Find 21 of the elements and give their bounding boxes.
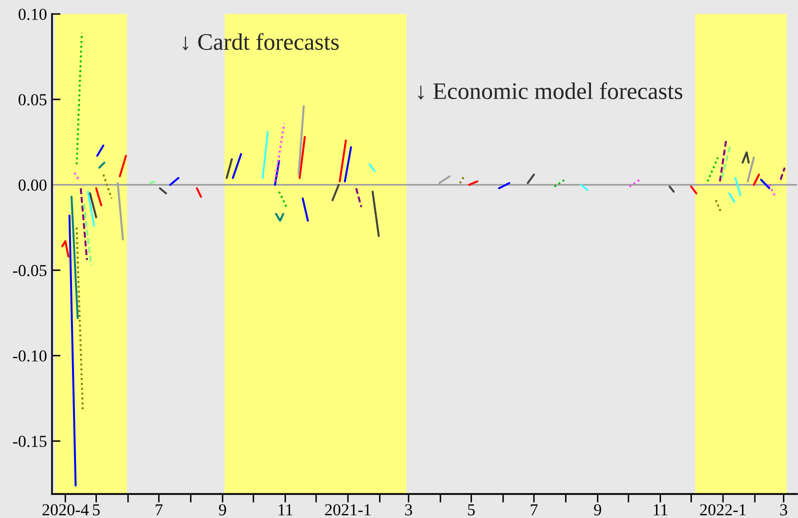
x-tick-label: 5 xyxy=(468,504,475,516)
x-tick-label: 11 xyxy=(654,504,668,516)
x-tick-label: 3 xyxy=(780,504,788,516)
x-tick-label: 11 xyxy=(278,504,292,516)
y-tick-label: 0.10 xyxy=(18,8,47,20)
annotation: ↓ Cardt forecasts xyxy=(182,33,339,50)
x-tick-label: 2020-4 xyxy=(42,504,89,516)
y-tick-label: 0.05 xyxy=(18,94,46,106)
x-tick-label: 9 xyxy=(594,504,602,516)
x-tick-label: 9 xyxy=(218,504,226,516)
y-tick-label: -0.05 xyxy=(13,264,46,276)
x-tick-label: 7 xyxy=(530,504,538,516)
x-tick-label: 2021-1 xyxy=(325,504,371,516)
annotation: ↓ Economic model forecasts xyxy=(418,82,682,100)
y-tick-label: -0.15 xyxy=(13,436,46,448)
y-tick-label: 0.00 xyxy=(18,180,47,191)
y-tick-label: -0.10 xyxy=(13,350,47,362)
x-tick-label: 2022-1 xyxy=(700,504,746,516)
x-tick-label: 3 xyxy=(405,504,412,516)
x-tick-label: 5 xyxy=(92,504,100,516)
x-tick-label: 7 xyxy=(156,504,163,516)
